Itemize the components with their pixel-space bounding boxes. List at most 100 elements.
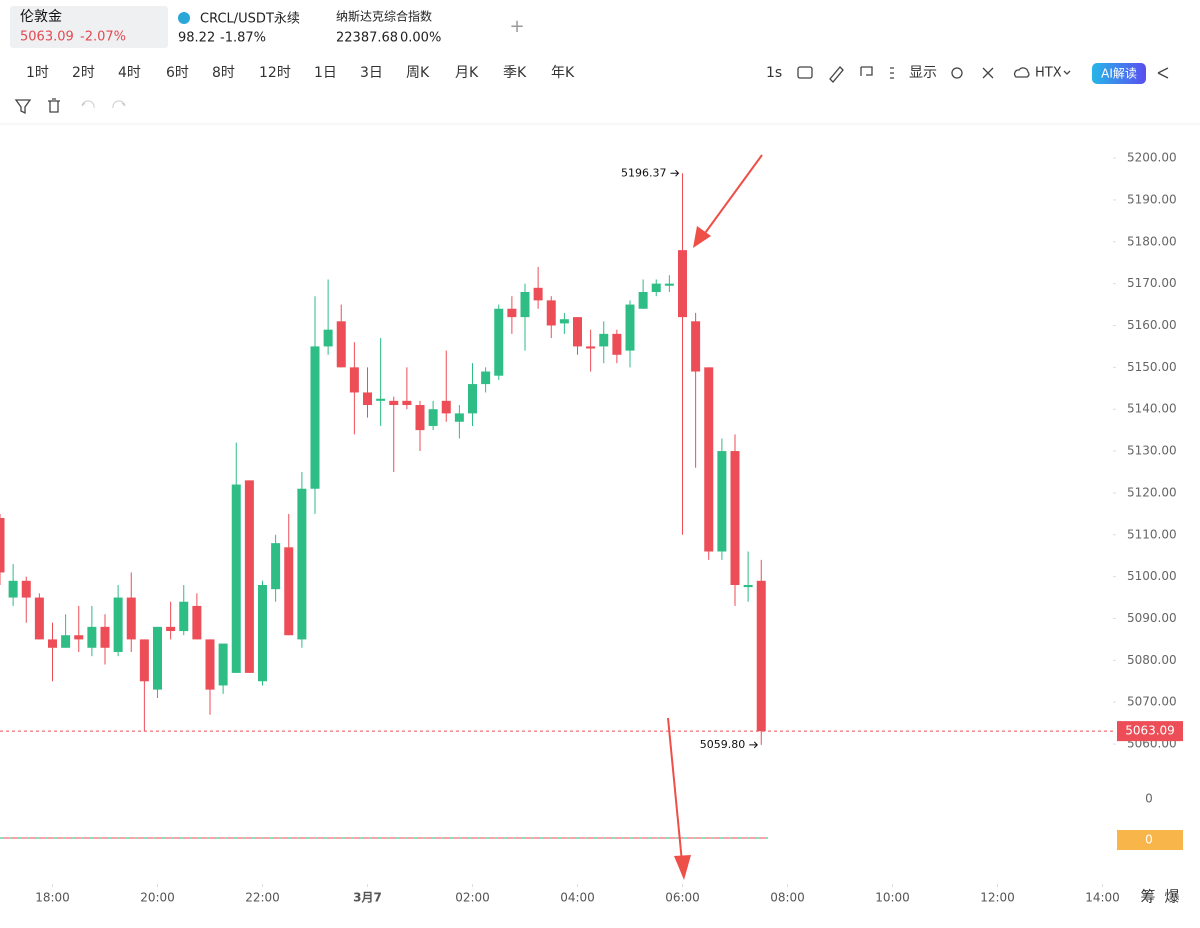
candle-body bbox=[244, 480, 254, 673]
extreme-arrow bbox=[749, 741, 758, 749]
candle-body bbox=[8, 580, 18, 598]
candle-body bbox=[61, 635, 71, 648]
candle-body bbox=[192, 605, 202, 640]
red-arrowhead bbox=[674, 855, 691, 880]
extreme-label: 5196.37 bbox=[621, 166, 667, 179]
candle-body bbox=[284, 547, 294, 636]
candle-body bbox=[717, 451, 727, 552]
timeframe[interactable]: 8时 bbox=[212, 65, 235, 81]
camera-icon[interactable] bbox=[797, 66, 813, 79]
share-icon[interactable] bbox=[1157, 67, 1169, 79]
candle-body bbox=[126, 597, 136, 640]
interval[interactable]: 1s bbox=[766, 65, 782, 81]
settings-icon[interactable] bbox=[951, 67, 963, 79]
tab-price: 98.22 bbox=[178, 31, 215, 46]
candle-body bbox=[428, 409, 438, 426]
timeframe[interactable]: 月K bbox=[455, 65, 479, 81]
candle-body bbox=[389, 400, 399, 406]
list-icon[interactable] bbox=[890, 67, 894, 79]
y-tick-label: 5100.00 bbox=[1127, 569, 1177, 583]
candle-body bbox=[139, 639, 149, 682]
candle-body bbox=[651, 283, 661, 293]
x-tick-label: 10:00 bbox=[875, 891, 910, 905]
candle-body bbox=[546, 300, 556, 326]
tab-change: -1.87% bbox=[220, 31, 266, 46]
extreme-arrow bbox=[670, 169, 680, 177]
timeframe[interactable]: 季K bbox=[503, 65, 527, 81]
candle-body bbox=[74, 635, 84, 640]
x-tick-label: 12:00 bbox=[980, 891, 1015, 905]
candle-body bbox=[468, 384, 477, 414]
x-tick-label: 20:00 bbox=[140, 891, 175, 905]
ai-label[interactable]: AI解读 bbox=[1101, 67, 1137, 81]
candle-body bbox=[664, 283, 674, 286]
redo-icon[interactable] bbox=[112, 100, 126, 109]
candle-body bbox=[336, 321, 346, 368]
last-price-label: 5063.09 bbox=[1125, 724, 1175, 738]
trash-icon[interactable] bbox=[48, 98, 60, 113]
candle-body bbox=[507, 308, 517, 318]
x-tick-label: 08:00 bbox=[770, 891, 805, 905]
candle-body bbox=[454, 413, 464, 422]
y-tick-label: 5160.00 bbox=[1127, 318, 1177, 332]
candle-body bbox=[415, 405, 425, 431]
timeframe[interactable]: 1日 bbox=[314, 65, 337, 81]
side-tool[interactable]: 爆 bbox=[1164, 888, 1179, 906]
timeframe[interactable]: 年K bbox=[551, 65, 575, 81]
dropdown-icon[interactable] bbox=[1063, 70, 1071, 75]
y-tick-label: 5130.00 bbox=[1127, 444, 1177, 458]
y-tick-label: 5180.00 bbox=[1127, 234, 1177, 248]
candle-body bbox=[625, 304, 635, 351]
candle-body bbox=[599, 333, 609, 347]
tab-change: -2.07% bbox=[80, 30, 126, 45]
timeframe[interactable]: 3日 bbox=[360, 65, 383, 81]
ai-button[interactable] bbox=[1092, 63, 1146, 84]
timeframe[interactable]: 4时 bbox=[118, 65, 141, 81]
last-price-badge bbox=[1117, 721, 1183, 742]
y-tick-label: 5140.00 bbox=[1127, 402, 1177, 416]
candle-body bbox=[520, 292, 530, 318]
active-tab[interactable] bbox=[10, 6, 168, 48]
candle-body bbox=[48, 639, 57, 648]
timeframe[interactable]: 周K bbox=[406, 65, 430, 81]
candle-body bbox=[21, 580, 31, 598]
candle-body bbox=[231, 484, 241, 673]
candle-body bbox=[678, 250, 687, 318]
display[interactable]: 显示 bbox=[909, 65, 937, 81]
draw-icon[interactable] bbox=[829, 66, 844, 83]
frame-icon[interactable] bbox=[860, 66, 873, 76]
indicator-axis-label: 0 bbox=[1145, 792, 1153, 806]
candle-body bbox=[310, 346, 320, 489]
candle-body bbox=[376, 398, 386, 401]
tab-name[interactable]: 伦敦金 bbox=[20, 9, 62, 25]
tab-name[interactable]: 纳斯达克综合指数 bbox=[336, 9, 432, 24]
candle-body bbox=[743, 584, 753, 588]
tab-icon bbox=[178, 12, 190, 24]
timeframe[interactable]: 1时 bbox=[26, 65, 49, 81]
exchange-icon bbox=[1014, 67, 1030, 78]
side-tool[interactable]: 筹 bbox=[1140, 888, 1155, 906]
y-tick-label: 5110.00 bbox=[1127, 527, 1177, 541]
candle-body bbox=[730, 451, 740, 585]
timeframe[interactable]: 6时 bbox=[166, 65, 189, 81]
y-tick-label: 5080.00 bbox=[1127, 653, 1177, 667]
undo-icon[interactable] bbox=[81, 100, 95, 109]
x-tick-label: 02:00 bbox=[455, 891, 490, 905]
candle-body bbox=[481, 371, 491, 385]
candle-body bbox=[166, 626, 176, 632]
candle-body bbox=[494, 308, 504, 376]
tab-name[interactable]: CRCL/USDT永续 bbox=[200, 12, 300, 27]
exchange[interactable]: HTX bbox=[1035, 66, 1062, 81]
candle-body bbox=[586, 346, 596, 349]
timeframe[interactable]: 12时 bbox=[259, 65, 291, 81]
add-tab[interactable]: + bbox=[509, 16, 524, 37]
filter-icon[interactable] bbox=[14, 99, 32, 115]
timeframe[interactable]: 2时 bbox=[72, 65, 95, 81]
candle-body bbox=[205, 639, 215, 690]
tab-change: 0.00% bbox=[400, 31, 441, 46]
x-tick-label: 14:00 bbox=[1085, 891, 1120, 905]
fullscreen-icon[interactable] bbox=[982, 67, 994, 79]
candle-body bbox=[297, 488, 307, 640]
candle-body bbox=[704, 367, 714, 552]
